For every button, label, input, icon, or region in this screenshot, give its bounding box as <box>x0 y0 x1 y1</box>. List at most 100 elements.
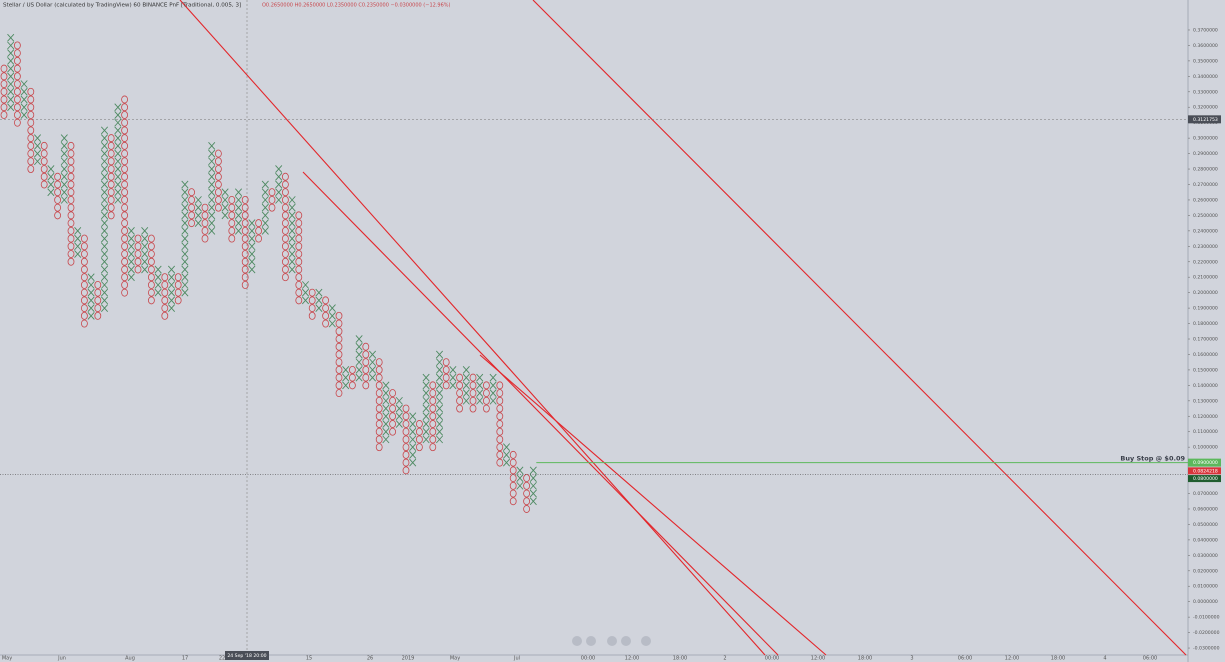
crosshair-price-box <box>1188 115 1221 124</box>
o-symbol <box>107 172 115 181</box>
x-symbol <box>248 242 256 251</box>
x-symbol <box>328 304 336 312</box>
zoom-in-button[interactable] <box>586 636 596 646</box>
x-symbol <box>33 149 42 158</box>
o-symbol <box>241 242 249 251</box>
x-symbol <box>7 41 15 50</box>
x-symbol <box>409 420 417 428</box>
o-symbol <box>27 157 35 166</box>
x-symbol <box>114 126 122 135</box>
o-symbol <box>335 358 343 367</box>
x-column <box>114 103 122 204</box>
x-symbol <box>60 196 68 204</box>
x-symbol <box>100 265 109 274</box>
scroll-right-button[interactable] <box>621 636 631 646</box>
o-symbol <box>469 404 477 413</box>
o-symbol <box>121 273 128 282</box>
o-symbol <box>13 110 21 119</box>
y-tick-label: 0.2800000 <box>1193 167 1218 173</box>
o-symbol <box>40 141 48 150</box>
x-symbol <box>248 226 256 235</box>
x-symbol <box>100 250 109 258</box>
o-column <box>348 365 356 390</box>
x-symbol <box>127 250 135 258</box>
o-symbol <box>174 280 182 289</box>
x-symbol <box>7 103 15 112</box>
x-symbol <box>33 142 42 150</box>
x-symbol <box>422 396 430 405</box>
zoom-controls[interactable] <box>572 636 651 646</box>
o-symbol <box>161 288 169 297</box>
o-symbol <box>107 141 115 150</box>
x-symbol <box>7 57 15 65</box>
o-symbol <box>161 273 169 282</box>
o-symbol <box>134 250 142 258</box>
o-symbol <box>188 188 196 197</box>
x-column <box>181 180 189 297</box>
x-symbol <box>208 219 216 227</box>
o-column <box>107 134 115 220</box>
x-symbol <box>181 242 189 251</box>
x-column <box>342 366 350 390</box>
o-symbol <box>241 280 249 289</box>
o-symbol <box>496 396 504 405</box>
x-symbol <box>7 80 15 88</box>
o-symbol <box>67 149 75 158</box>
o-symbol <box>201 203 209 212</box>
x-symbol <box>141 257 149 266</box>
y-tick-label: 0.0400000 <box>1193 537 1218 543</box>
x-symbol <box>502 443 511 452</box>
o-symbol <box>509 489 517 498</box>
o-symbol <box>40 149 48 158</box>
o-symbol <box>442 373 450 382</box>
x-symbol <box>422 427 430 436</box>
o-symbol <box>281 265 289 274</box>
x-symbol <box>7 72 15 81</box>
o-symbol <box>348 381 356 390</box>
x-column <box>301 281 310 305</box>
o-symbol <box>107 211 115 220</box>
x-symbol <box>435 404 444 413</box>
x-symbol <box>181 234 189 243</box>
o-symbol <box>161 304 169 313</box>
x-tick-label: 18:00 <box>1051 656 1065 662</box>
o-symbol <box>375 373 383 382</box>
x-symbol <box>141 234 149 243</box>
x-symbol <box>221 196 229 204</box>
o-symbol <box>496 412 504 421</box>
o-symbol <box>281 219 289 228</box>
o-symbol <box>13 87 21 96</box>
x-symbol <box>449 373 457 382</box>
reset-button[interactable] <box>641 636 651 646</box>
x-symbol <box>167 288 176 297</box>
o-symbol <box>482 389 490 398</box>
o-symbol <box>67 172 75 181</box>
o-symbol <box>0 80 8 89</box>
o-symbol <box>107 157 115 166</box>
o-symbol <box>429 412 437 421</box>
o-symbol <box>375 427 383 436</box>
x-symbol <box>368 373 377 382</box>
y-tick-label: -0.0300000 <box>1193 646 1220 652</box>
o-symbol <box>389 412 397 421</box>
x-symbol <box>181 211 189 220</box>
o-symbol <box>40 157 48 166</box>
x-symbol <box>127 226 135 235</box>
o-symbol <box>174 273 182 282</box>
buy-stop-price-box <box>1188 458 1221 467</box>
o-symbol <box>295 250 303 258</box>
x-symbol <box>342 366 350 374</box>
x-symbol <box>489 373 497 382</box>
y-tick-label: 0.2100000 <box>1193 275 1218 281</box>
zoom-out-button[interactable] <box>572 636 582 646</box>
x-symbol <box>154 288 162 297</box>
o-symbol <box>214 157 222 166</box>
x-tick-label: 06:00 <box>958 656 972 662</box>
x-symbol <box>422 412 430 421</box>
x-symbol <box>87 304 95 312</box>
scroll-left-button[interactable] <box>607 636 617 646</box>
o-symbol <box>375 420 383 428</box>
o-symbol <box>147 257 155 266</box>
